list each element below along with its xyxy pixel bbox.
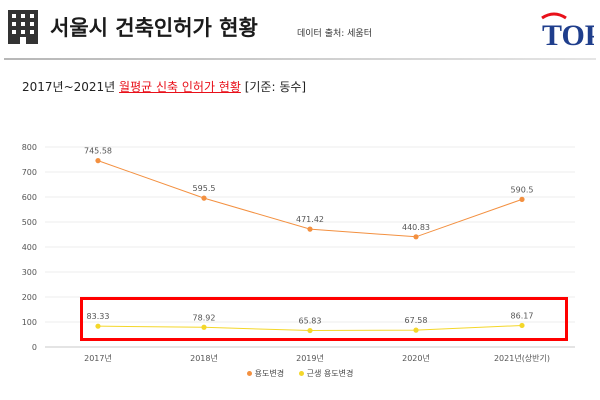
y-tick-label: 200 [22, 293, 37, 302]
data-label: 86.17 [511, 311, 534, 320]
header: 서울시 건축인허가 현황 데이터 출처: 세움터 TOP [0, 0, 600, 62]
highlight-box [80, 297, 568, 341]
top-logo: TOP [541, 12, 594, 50]
legend-item-series2: 근생 용도변경 [298, 368, 354, 379]
x-tick-label: 2020년 [402, 353, 430, 363]
data-point [95, 158, 101, 164]
x-tick-label: 2018년 [190, 353, 218, 363]
legend-label-series2: 근생 용도변경 [306, 369, 354, 378]
header-divider [4, 58, 596, 60]
legend-dot-series2 [298, 371, 304, 376]
data-point [307, 226, 313, 232]
y-tick-label: 500 [22, 218, 37, 227]
data-label: 595.5 [193, 184, 216, 193]
data-label: 440.83 [402, 223, 430, 232]
y-tick-label: 600 [22, 193, 37, 202]
subtitle-prefix: 2017년~2021년 [22, 80, 120, 94]
subtitle-highlight: 월평균 신축 인허가 현황 [119, 80, 241, 94]
data-label: 590.5 [511, 185, 534, 194]
data-point [413, 234, 419, 240]
y-tick-label: 800 [22, 143, 37, 152]
data-label: 83.33 [87, 312, 110, 321]
x-tick-label: 2021년(상반기) [494, 353, 550, 363]
data-point [201, 324, 207, 330]
y-tick-label: 300 [22, 268, 37, 277]
data-point [413, 327, 419, 333]
building-icon [8, 10, 38, 44]
data-point [307, 327, 313, 334]
data-label: 471.42 [296, 215, 324, 224]
data-label: 65.83 [299, 317, 322, 326]
y-tick-label: 100 [22, 318, 37, 327]
line-chart: 0 100 200 300 400 500 600 700 800 2017년 2018년 2019년… [22, 143, 575, 363]
data-point [519, 196, 525, 202]
data-point [95, 323, 101, 329]
x-tick-label: 2017년 [84, 353, 112, 363]
y-tick-label: 700 [22, 168, 37, 177]
data-point [519, 322, 525, 329]
data-label: 67.58 [405, 316, 428, 325]
legend-item-series1: 용도변경 [246, 368, 285, 379]
legend-dot-series1 [246, 371, 252, 376]
y-tick-label: 400 [22, 243, 37, 252]
logo-text: TOP [542, 19, 594, 50]
chart-subtitle: 2017년~2021년 월평균 신축 인허가 현황 [기준: 동수] [22, 78, 306, 95]
page-title: 서울시 건축인허가 현황 [50, 16, 258, 40]
x-tick-label: 2019년 [296, 353, 324, 363]
data-label: 78.92 [193, 313, 216, 322]
data-point [201, 195, 207, 201]
legend-label-series1: 용도변경 [254, 369, 285, 378]
data-label: 745.58 [84, 147, 112, 156]
legend: 용도변경 근생 용도변경 [0, 368, 600, 379]
y-tick-label: 0 [32, 343, 37, 352]
subtitle-suffix: [기준: 동수] [240, 80, 307, 94]
data-source: 데이터 출처: 세움터 [297, 29, 372, 39]
